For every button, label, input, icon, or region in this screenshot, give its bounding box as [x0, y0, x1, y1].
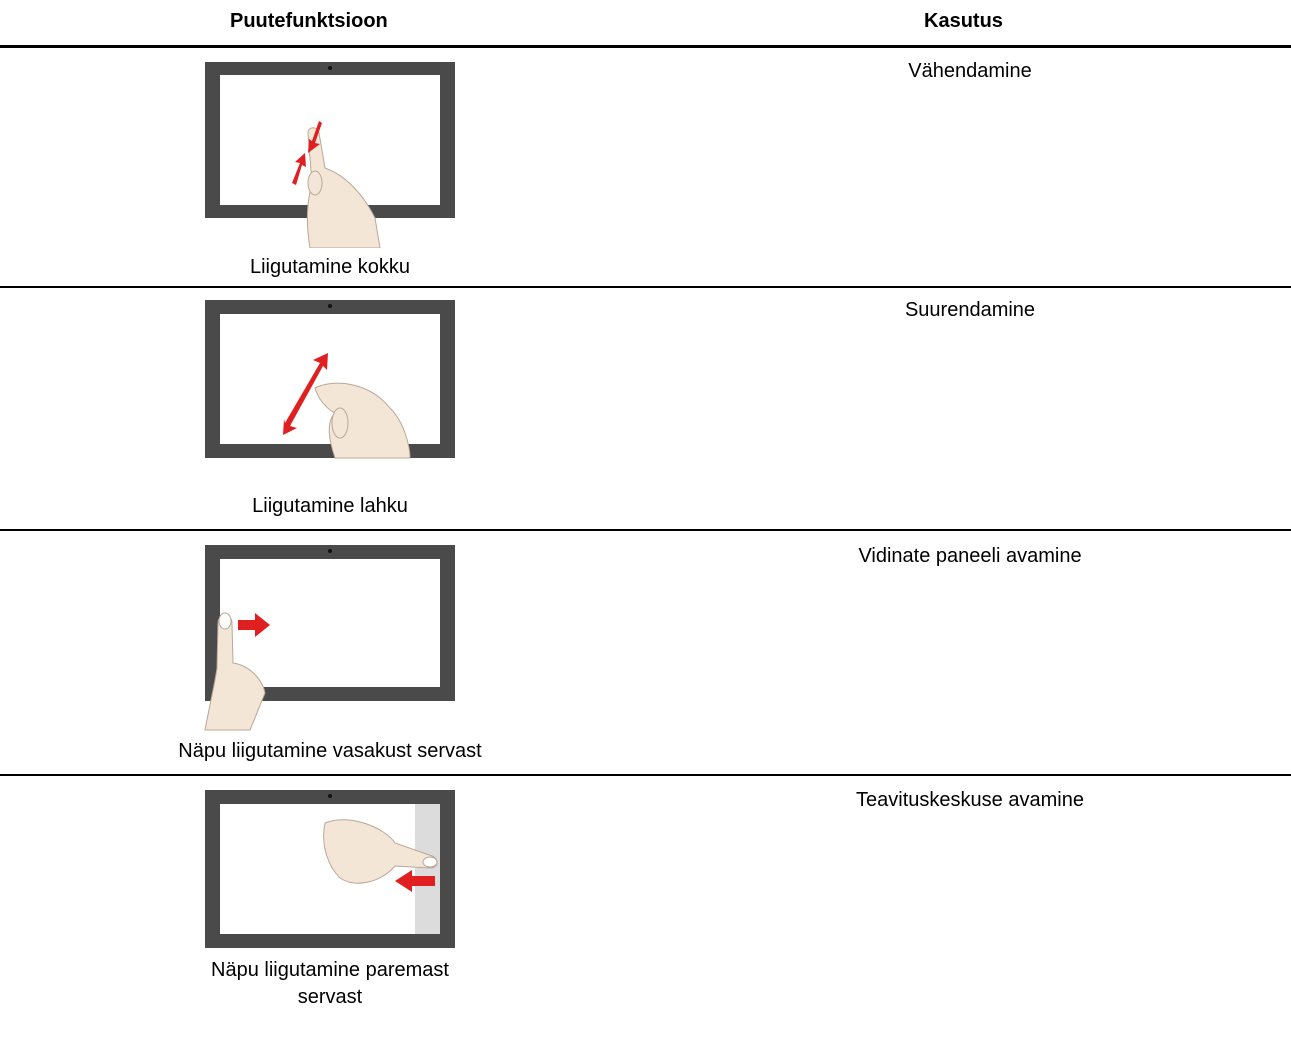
left-swipe-illustration — [204, 545, 455, 731]
gesture-use: Teavituskeskuse avamine — [856, 789, 1084, 811]
table-rule — [0, 774, 1291, 776]
right-swipe-illustration — [205, 790, 455, 948]
gesture-caption: Liigutamine lahku — [252, 495, 408, 517]
gesture-use: Vähendamine — [908, 60, 1032, 82]
column-header: Kasutus — [924, 10, 1003, 32]
table-rule — [0, 529, 1291, 531]
stretch-illustration — [205, 300, 455, 459]
table-rule — [0, 45, 1291, 48]
table-rule — [0, 286, 1291, 288]
column-header: Puutefunktsioon — [230, 10, 388, 32]
pinch-illustration — [205, 62, 455, 248]
gesture-caption: Näpu liigutamine paremast servast — [211, 959, 449, 1008]
gesture-use: Suurendamine — [904, 299, 1036, 321]
gesture-use: Vidinate paneeli avamine — [858, 545, 1082, 567]
gesture-caption: Liigutamine kokku — [249, 256, 411, 278]
gesture-caption: Näpu liigutamine vasakust servast — [178, 740, 482, 762]
